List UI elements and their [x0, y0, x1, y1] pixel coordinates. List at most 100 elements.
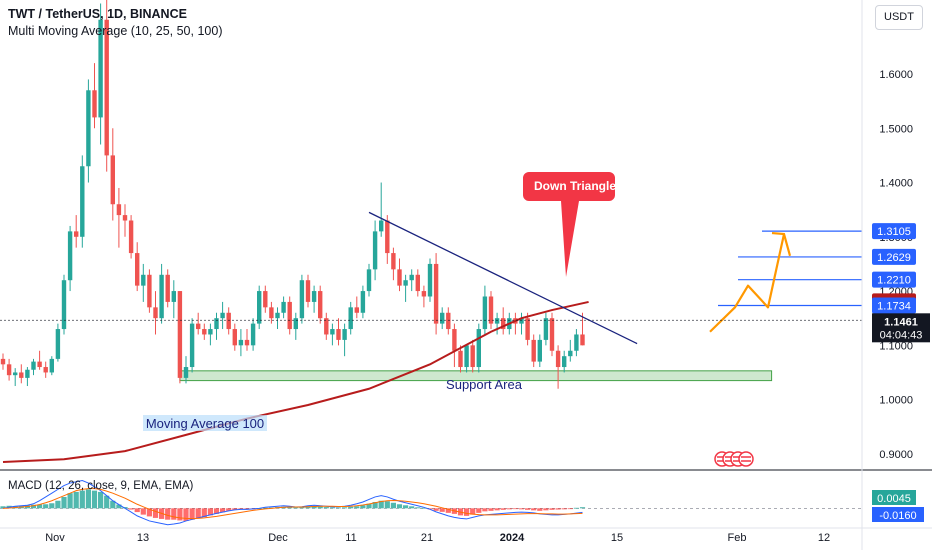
candle-up — [348, 307, 353, 330]
candle-up — [98, 19, 103, 118]
candle-down — [244, 339, 250, 346]
candle-down — [226, 312, 231, 330]
macd-histogram-bar — [311, 506, 317, 509]
macd-histogram-bar — [122, 507, 128, 509]
price-badge-label: 1.2210 — [877, 275, 911, 287]
macd-histogram-bar — [506, 508, 512, 510]
macd-histogram-bar — [555, 508, 561, 510]
macd-hist-badge — [872, 490, 916, 505]
macd-histogram-bar — [561, 508, 567, 510]
candle-down — [92, 90, 97, 118]
chart-title: TWT / TetherUS, 1D, BINANCE — [8, 7, 187, 21]
macd-histogram-bar — [500, 508, 506, 510]
candle-up — [61, 280, 67, 330]
candle-down — [122, 215, 128, 221]
countdown-label: 04:04:43 — [880, 329, 923, 341]
macd-histogram-bar — [110, 500, 116, 509]
candle-up — [189, 323, 195, 368]
candle-down — [458, 350, 463, 368]
macd-histogram-bar — [348, 506, 354, 509]
candle-down — [555, 350, 561, 368]
candle-up — [494, 318, 500, 324]
macd-histogram-bar — [494, 508, 500, 511]
candle-down — [415, 274, 420, 292]
macd-hist-value: 0.0045 — [877, 493, 911, 505]
candle-up — [55, 329, 61, 359]
candle-up — [366, 269, 372, 292]
candle-up — [25, 369, 30, 378]
y-tick-label: 1.1000 — [879, 340, 913, 352]
candle-down — [135, 253, 140, 286]
candle-up — [80, 166, 85, 237]
macd-histogram-bar — [220, 508, 226, 513]
macd-histogram-bar — [354, 506, 360, 509]
macd-histogram-bar — [537, 508, 543, 511]
macd-histogram-bar — [317, 506, 323, 509]
candle-down — [153, 307, 158, 319]
macd-legend[interactable]: MACD (12, 26, close, 9, EMA, EMA) — [8, 480, 194, 492]
ma100-line — [2, 300, 589, 463]
candle-down — [336, 329, 341, 340]
macd-histogram-bar — [579, 507, 586, 509]
projection-path — [709, 233, 786, 333]
y-tick-label: 1.5000 — [879, 123, 913, 135]
macd-line-badge — [872, 507, 924, 522]
flag-circle — [738, 451, 754, 467]
x-tick-label: Dec — [268, 532, 288, 544]
price-badge — [872, 297, 916, 314]
macd-histogram-bar — [384, 501, 390, 509]
macd-histogram-bar — [238, 508, 244, 510]
candle-up — [183, 367, 189, 378]
candle-down — [128, 220, 134, 254]
macd-histogram-bar — [525, 508, 531, 510]
candle-down — [104, 19, 109, 156]
candle-down — [110, 155, 115, 205]
macd-histogram-bar — [73, 491, 79, 509]
candle-down — [397, 269, 402, 286]
candle-up — [31, 361, 36, 370]
macd-histogram-bar — [464, 508, 470, 516]
y-tick-label: 0.9000 — [879, 449, 913, 461]
support-area-label: Support Area — [446, 377, 523, 392]
candle-down — [391, 253, 396, 270]
macd-histogram-bar — [140, 508, 146, 515]
price-badge — [872, 223, 916, 240]
candle-down — [116, 204, 122, 216]
candle-up — [379, 220, 384, 232]
candle-down — [501, 318, 506, 330]
candle-down — [177, 291, 183, 378]
candle-up — [476, 329, 481, 368]
candle-down — [0, 358, 6, 365]
macd-histogram-bar — [390, 502, 396, 509]
candle-up — [238, 339, 244, 346]
macd-histogram-bar — [146, 508, 152, 517]
currency-selector[interactable]: USDT — [875, 5, 923, 30]
candle-up — [49, 358, 54, 373]
down-triangle-callout: Down Triangle — [523, 172, 616, 277]
macd-histogram-bar — [79, 490, 85, 509]
candle-up — [464, 345, 469, 368]
candle-up — [250, 323, 256, 346]
macd-histogram-bar — [67, 493, 73, 509]
macd-histogram-bar — [396, 504, 403, 509]
macd-histogram-bar — [30, 504, 37, 509]
projection-arrowhead — [771, 231, 792, 257]
price-badge-label: 1.1734 — [877, 300, 911, 312]
macd-histogram-bar — [403, 505, 409, 509]
macd-histogram-bar — [415, 507, 421, 509]
candle-down — [305, 280, 311, 302]
macd-histogram-bar — [329, 507, 335, 509]
macd-histogram-bar — [567, 508, 573, 510]
candle-up — [519, 318, 524, 324]
x-tick-label: 13 — [137, 532, 149, 544]
main-pane: Down Triangle Support Area Moving Average … — [0, 0, 862, 467]
indicator-legend[interactable]: Multi Moving Average (10, 25, 50, 100) — [8, 24, 223, 38]
candle-up — [275, 312, 280, 319]
macd-histogram-bar — [85, 489, 91, 509]
x-tick-label: Feb — [728, 532, 747, 544]
macd-histogram-bar — [482, 508, 488, 512]
macd-histogram-bar — [165, 508, 171, 520]
macd-histogram-bar — [177, 508, 183, 521]
